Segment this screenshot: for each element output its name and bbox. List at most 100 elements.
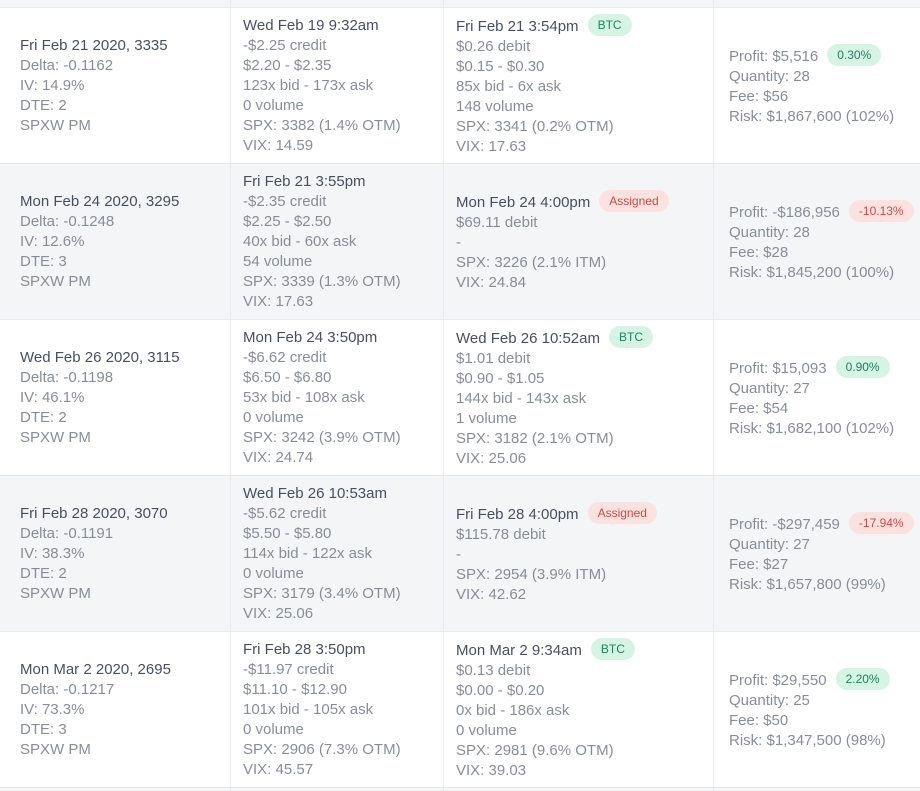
detail-line: 0 volume — [243, 720, 304, 738]
detail-line: Quantity: 25 — [729, 692, 810, 709]
close-title-line: Fri Feb 21 3:54pm BTC — [456, 14, 705, 37]
profit-text: Profit: $29,550 — [729, 672, 827, 689]
detail-line: 1 volume — [456, 410, 517, 427]
detail-line: VIX: 17.63 — [456, 138, 527, 155]
detail-line: SPXW PM — [20, 740, 91, 758]
trade-row[interactable]: Mon Mar 2 2020, 2695 Delta: -0.1217 IV: 7… — [0, 631, 920, 787]
partial-cell — [713, 0, 920, 7]
detail-line: $69.11 debit — [456, 214, 538, 231]
detail-line: 85x bid - 6x ask — [456, 78, 562, 95]
position-title: Mon Feb 24 2020, 3295 — [20, 192, 180, 210]
detail-line: DTE: 2 — [20, 96, 67, 114]
detail-line: IV: 38.3% — [20, 544, 85, 562]
profit-text: Profit: -$186,956 — [729, 204, 840, 221]
detail-line: Delta: -0.1217 — [20, 680, 115, 698]
close-title-line: Wed Feb 26 10:52am BTC — [456, 326, 705, 349]
detail-line: SPXW PM — [20, 584, 91, 602]
detail-line: VIX: 24.84 — [456, 274, 527, 291]
partial-cell — [443, 788, 713, 791]
detail-line: Delta: -0.1198 — [20, 368, 114, 386]
detail-line: 0 volume — [243, 408, 304, 426]
profit-percent-badge: -10.13% — [848, 200, 914, 222]
position-cell: Fri Feb 21 2020, 3335 Delta: -0.1162 IV: … — [0, 8, 230, 163]
detail-line: $1.01 debit — [456, 350, 531, 367]
detail-line: Fee: $50 — [729, 712, 789, 729]
open-title: Wed Feb 19 9:32am — [243, 16, 379, 34]
detail-line: Risk: $1,845,200 (100%) — [729, 264, 895, 281]
detail-line: $11.10 - $12.90 — [243, 680, 347, 698]
detail-line: IV: 12.6% — [20, 232, 85, 250]
detail-line: - — [456, 546, 461, 563]
trade-row[interactable]: Fri Feb 28 2020, 3070 Delta: -0.1191 IV: … — [0, 475, 920, 631]
detail-line: $0.13 debit — [456, 662, 531, 679]
detail-line: Quantity: 27 — [729, 536, 810, 553]
detail-line: IV: 14.9% — [20, 76, 85, 94]
trade-row[interactable]: Wed Feb 26 2020, 3115 Delta: -0.1198 IV: … — [0, 319, 920, 475]
detail-line: Delta: -0.1248 — [20, 212, 115, 230]
close-title-line: Mon Feb 24 4:00pm Assigned — [456, 190, 705, 213]
detail-line: IV: 73.3% — [20, 700, 85, 718]
detail-line: SPX: 3242 (3.9% OTM) — [243, 428, 401, 446]
position-cell: Mon Feb 24 2020, 3295 Delta: -0.1248 IV: … — [0, 164, 230, 319]
profit-line: Profit: -$186,956 -10.13% — [729, 200, 914, 223]
detail-line: SPX: 3182 (2.1% OTM) — [456, 430, 614, 447]
detail-line: 123x bid - 173x ask — [243, 76, 374, 94]
close-status-badge: Assigned — [599, 190, 669, 212]
open-cell: Wed Feb 26 10:53am -$5.62 credit $5.50 - … — [230, 476, 443, 631]
open-title: Mon Feb 24 3:50pm — [243, 328, 378, 346]
detail-line: 148 volume — [456, 98, 534, 115]
position-cell: Fri Feb 28 2020, 3070 Delta: -0.1191 IV: … — [0, 476, 230, 631]
summary-cell: Profit: $5,516 0.30% Quantity: 28 Fee: $56… — [713, 8, 920, 163]
detail-line: SPX: 2981 (9.6% OTM) — [456, 742, 614, 759]
detail-line: Quantity: 28 — [729, 224, 810, 241]
detail-line: Delta: -0.1162 — [20, 56, 114, 74]
detail-line: $0.00 - $0.20 — [456, 682, 545, 699]
detail-line: - — [456, 234, 461, 251]
close-cell: Wed Feb 26 10:52am BTC $1.01 debit $0.90 -… — [443, 320, 713, 475]
profit-line: Profit: $5,516 0.30% — [729, 44, 912, 67]
profit-text: Profit: $15,093 — [729, 360, 827, 377]
detail-line: SPXW PM — [20, 272, 91, 290]
detail-line: $2.25 - $2.50 — [243, 212, 332, 230]
detail-line: DTE: 3 — [20, 252, 67, 270]
position-title: Mon Mar 2 2020, 2695 — [20, 660, 171, 678]
detail-line: Fee: $56 — [729, 88, 789, 105]
detail-line: -$5.62 credit — [243, 504, 327, 522]
detail-line: VIX: 25.06 — [243, 604, 314, 622]
detail-line: 0x bid - 186x ask — [456, 702, 570, 719]
detail-line: SPX: 3341 (0.2% OTM) — [456, 118, 614, 135]
close-status-badge: BTC — [587, 14, 632, 36]
summary-cell: Profit: $15,093 0.90% Quantity: 27 Fee: $5… — [713, 320, 920, 475]
trade-row[interactable]: Mon Feb 24 2020, 3295 Delta: -0.1248 IV: … — [0, 163, 920, 319]
trade-row[interactable]: Fri Feb 21 2020, 3335 Delta: -0.1162 IV: … — [0, 7, 920, 163]
detail-line: 101x bid - 105x ask — [243, 700, 374, 718]
position-title: Wed Feb 26 2020, 3115 — [20, 348, 180, 366]
position-cell: Wed Feb 26 2020, 3115 Delta: -0.1198 IV: … — [0, 320, 230, 475]
detail-line: SPX: 2954 (3.9% ITM) — [456, 566, 607, 583]
close-title-line: Fri Feb 28 4:00pm Assigned — [456, 502, 705, 525]
partial-row-top — [0, 0, 920, 7]
detail-line: Risk: $1,682,100 (102%) — [729, 420, 895, 437]
detail-line: 0 volume — [243, 96, 304, 114]
position-title: Fri Feb 21 2020, 3335 — [20, 36, 168, 54]
profit-text: Profit: $5,516 — [729, 48, 819, 65]
detail-line: SPX: 3339 (1.3% OTM) — [243, 272, 401, 290]
profit-line: Profit: -$297,459 -17.94% — [729, 512, 914, 535]
detail-line: 53x bid - 108x ask — [243, 388, 365, 406]
detail-line: VIX: 42.62 — [456, 586, 527, 603]
open-title: Wed Feb 26 10:53am — [243, 484, 387, 502]
close-title: Fri Feb 21 3:54pm — [456, 18, 579, 35]
detail-line: Delta: -0.1191 — [20, 524, 114, 542]
detail-line: SPX: 3226 (2.1% ITM) — [456, 254, 607, 271]
detail-line: 114x bid - 122x ask — [243, 544, 372, 562]
detail-line: 54 volume — [243, 252, 313, 270]
close-title-line: Mon Mar 2 9:34am BTC — [456, 638, 705, 661]
detail-line: VIX: 25.06 — [456, 450, 527, 467]
detail-line: Fee: $28 — [729, 244, 789, 261]
close-cell: Mon Feb 24 4:00pm Assigned $69.11 debit - S… — [443, 164, 713, 319]
detail-line: SPXW PM — [20, 428, 91, 446]
detail-line: -$2.35 credit — [243, 192, 327, 210]
detail-line: 0 volume — [456, 722, 517, 739]
detail-line: Risk: $1,657,800 (99%) — [729, 576, 886, 593]
profit-percent-badge: 0.30% — [827, 44, 882, 66]
